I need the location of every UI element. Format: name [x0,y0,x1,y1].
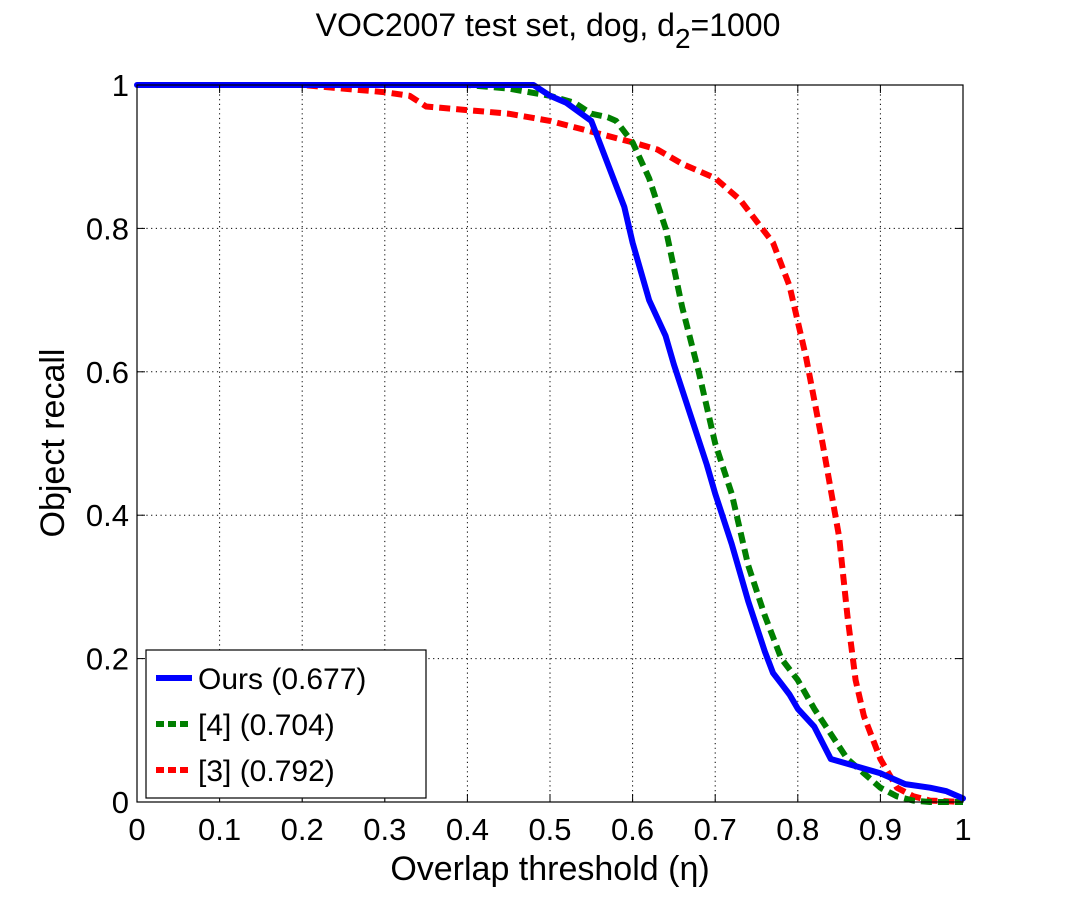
chart-title-suffix: =1000 [691,7,781,43]
chart-title: VOC2007 test set, dog, d2=1000 [316,7,781,54]
legend-box [145,649,427,799]
x-tick-label: 0.3 [363,812,406,847]
y-tick-label: 0.2 [86,642,129,677]
legend: Ours (0.677) [4] (0.704) [3] (0.792) [145,649,427,799]
y-tick-label: 0.8 [86,211,129,246]
y-tick-label: 1 [112,68,129,103]
y-tick-labels: 0 0.2 0.4 0.6 0.8 1 [86,68,129,820]
series-line-2 [137,82,964,805]
x-tick-label: 0.9 [859,812,902,847]
legend-label-1: [4] (0.704) [198,709,335,742]
y-tick-label: 0.6 [86,355,129,390]
series-line-0 [134,82,966,802]
x-tick-label: 0.4 [446,812,489,847]
chart-title-main: VOC2007 test set, dog, d [316,7,675,43]
series-lines [134,82,966,805]
x-tick-label: 0.1 [198,812,241,847]
x-tick-labels: 0 0.1 0.2 0.3 0.4 0.5 0.6 0.7 0.8 0.9 1 [128,812,971,847]
x-tick-label: 0 [128,812,145,847]
chart-title-subscript: 2 [675,23,691,54]
x-tick-label: 0.7 [694,812,737,847]
x-tick-label: 0.5 [528,812,571,847]
x-tick-label: 0.6 [611,812,654,847]
x-axis-label: Overlap threshold (η) [390,850,709,888]
y-tick-label: 0 [112,785,129,820]
legend-entries: Ours (0.677) [4] (0.704) [3] (0.792) [156,663,366,788]
x-tick-label: 0.2 [281,812,324,847]
y-axis-label: Object recall [34,349,72,538]
x-tick-label: 1 [954,812,971,847]
x-tick-label: 0.8 [776,812,819,847]
legend-label-0: Ours (0.677) [198,663,366,696]
legend-label-2: [3] (0.792) [198,755,335,788]
y-tick-label: 0.4 [86,498,129,533]
series-line-1 [137,82,963,805]
